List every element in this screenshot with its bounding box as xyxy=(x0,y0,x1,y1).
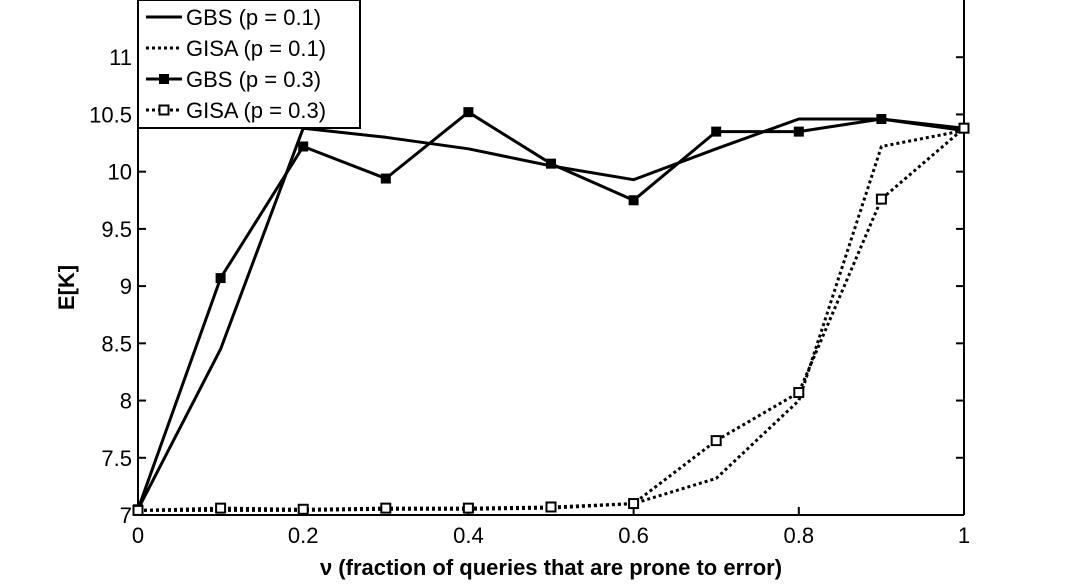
x-axis-label: ν (fraction of queries that are prone to… xyxy=(320,555,782,580)
data-point-marker xyxy=(793,126,804,137)
y-tick-label: 7 xyxy=(120,503,132,528)
y-tick-label: 9.5 xyxy=(101,217,132,242)
data-point-marker xyxy=(546,158,556,169)
data-point-marker xyxy=(958,122,970,134)
series-3 xyxy=(133,107,969,515)
data-point-marker xyxy=(628,195,639,206)
x-tick-label: 0 xyxy=(132,523,144,548)
data-point-marker xyxy=(876,114,887,125)
y-tick-label: 9 xyxy=(120,274,132,299)
y-tick-label: 10 xyxy=(108,160,132,185)
data-point-marker xyxy=(710,435,722,447)
data-point-marker xyxy=(545,501,557,513)
data-point-marker xyxy=(793,387,805,399)
x-tick-label: 0.8 xyxy=(784,523,815,548)
data-point-marker xyxy=(711,126,722,137)
series-lines xyxy=(132,107,970,516)
data-point-marker xyxy=(297,503,309,515)
legend: GBS (p = 0.1) GISA (p = 0.1) GBS (p = 0.3)… xyxy=(137,0,361,129)
y-tick-label: 8.5 xyxy=(101,331,132,356)
data-point-marker xyxy=(463,107,474,118)
x-tick-label: 1 xyxy=(958,523,970,548)
y-tick-label: 11 xyxy=(109,45,132,70)
data-point-marker xyxy=(132,504,144,516)
data-point-marker xyxy=(298,141,309,152)
data-point-marker xyxy=(158,104,170,116)
data-point-marker xyxy=(159,74,169,84)
data-point-marker xyxy=(875,193,887,205)
x-tick-label: 0.2 xyxy=(288,523,319,548)
y-axis-label: E[K] xyxy=(54,265,79,310)
axes: 0 0.2 0.4 0.6 0.8 1 7 7.5 8 8.5 9 9.5 10 10.5 11 xyxy=(89,0,970,548)
legend-entry-label: GBS (p = 0.3) xyxy=(186,67,321,92)
data-point-marker xyxy=(462,502,474,514)
legend-box xyxy=(137,0,361,129)
legend-entry-label: GISA (p = 0.1) xyxy=(186,36,326,61)
x-tick-label: 0.6 xyxy=(618,523,649,548)
y-tick-label: 8 xyxy=(120,389,132,414)
y-tick-label: 10.5 xyxy=(89,102,132,127)
data-point-marker xyxy=(380,502,392,514)
legend-entry-label: GISA (p = 0.3) xyxy=(186,98,326,123)
data-point-marker xyxy=(628,498,640,510)
y-tick-label: 7.5 xyxy=(101,446,132,471)
data-point-marker xyxy=(215,502,227,514)
x-tick-label: 0.4 xyxy=(453,523,484,548)
data-point-marker xyxy=(380,173,391,184)
data-point-marker xyxy=(215,273,226,284)
series-4 xyxy=(132,122,970,516)
legend-entry-label: GBS (p = 0.1) xyxy=(186,5,321,30)
